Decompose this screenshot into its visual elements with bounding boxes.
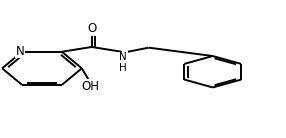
Text: N: N	[15, 45, 24, 58]
Text: OH: OH	[81, 80, 99, 93]
Text: N
H: N H	[119, 52, 127, 73]
Text: O: O	[87, 22, 96, 35]
